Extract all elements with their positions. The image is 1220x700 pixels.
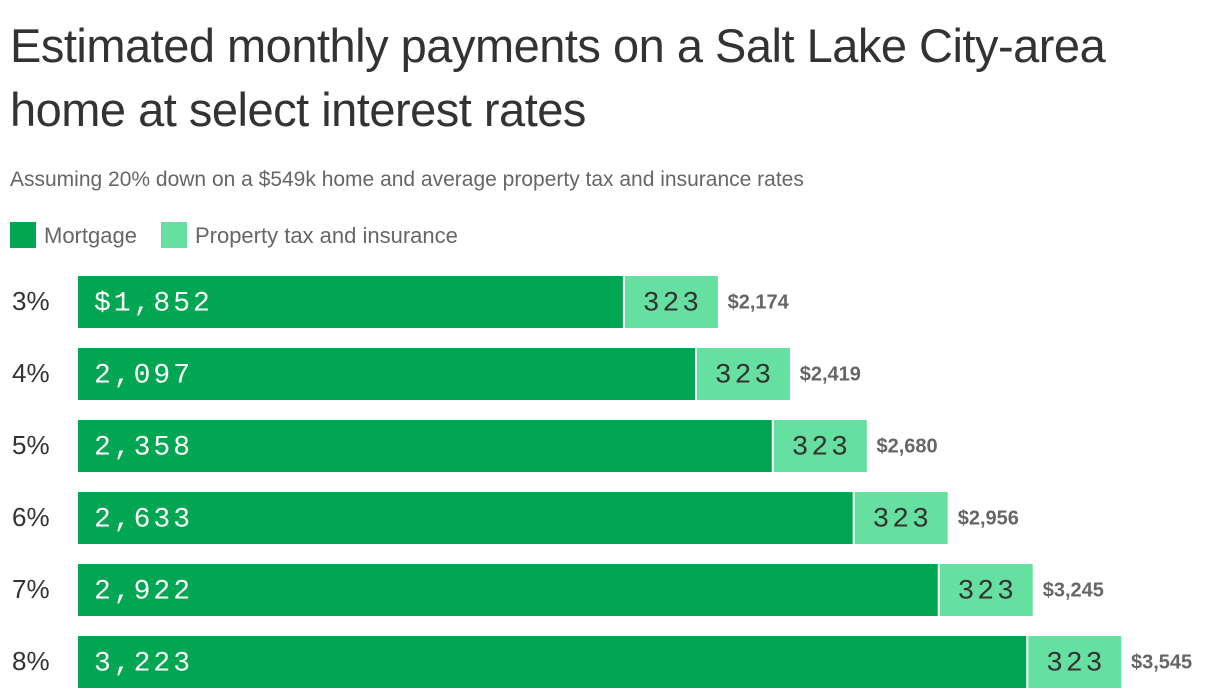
bar-segment	[624, 276, 718, 328]
total-label: $3,545	[1131, 651, 1192, 673]
bar-value-label: 323	[792, 432, 851, 463]
bar-value-label: 323	[958, 576, 1017, 607]
category-label: 7%	[12, 574, 50, 604]
bar-value-label: $1,852	[94, 288, 213, 319]
legend-label: Property tax and insurance	[195, 223, 458, 248]
bar-value-label: 323	[715, 360, 774, 391]
category-label: 4%	[12, 358, 50, 388]
total-label: $2,174	[728, 291, 790, 313]
bar-value-label: 323	[872, 504, 931, 535]
bar-segment	[1028, 636, 1122, 688]
category-label: 5%	[12, 430, 50, 460]
bar-segment	[78, 636, 1027, 688]
category-label: 6%	[12, 502, 50, 532]
chart-title: Estimated monthly payments on a Salt Lak…	[10, 19, 1106, 136]
chart-subtitle: Assuming 20% down on a $549k home and av…	[10, 168, 804, 191]
bar-value-label: 323	[1046, 648, 1105, 679]
bar-segment	[78, 420, 772, 472]
bar-segment	[854, 492, 948, 544]
legend-label: Mortgage	[44, 223, 137, 248]
bar-value-label: 2,922	[94, 576, 193, 607]
category-label: 3%	[12, 286, 50, 316]
bar-value-label: 2,633	[94, 504, 193, 535]
bar-value-label: 3,223	[94, 648, 193, 679]
legend-swatch	[10, 222, 36, 248]
bar-segment	[773, 420, 867, 472]
total-label: $2,680	[877, 435, 938, 457]
legend-swatch	[160, 222, 187, 248]
category-label: 8%	[12, 646, 50, 676]
bar-segment	[78, 564, 938, 616]
total-label: $2,956	[958, 507, 1019, 529]
bar-value-label: 2,097	[94, 360, 193, 391]
total-label: $3,245	[1043, 579, 1104, 601]
total-label: $2,419	[800, 363, 861, 385]
bar-value-label: 323	[643, 288, 702, 319]
bar-value-label: 2,358	[94, 432, 193, 463]
bar-segment	[78, 276, 623, 328]
bar-segment	[939, 564, 1033, 616]
bar-segment	[78, 492, 853, 544]
bar-segment	[78, 348, 695, 400]
bar-segment	[696, 348, 791, 400]
